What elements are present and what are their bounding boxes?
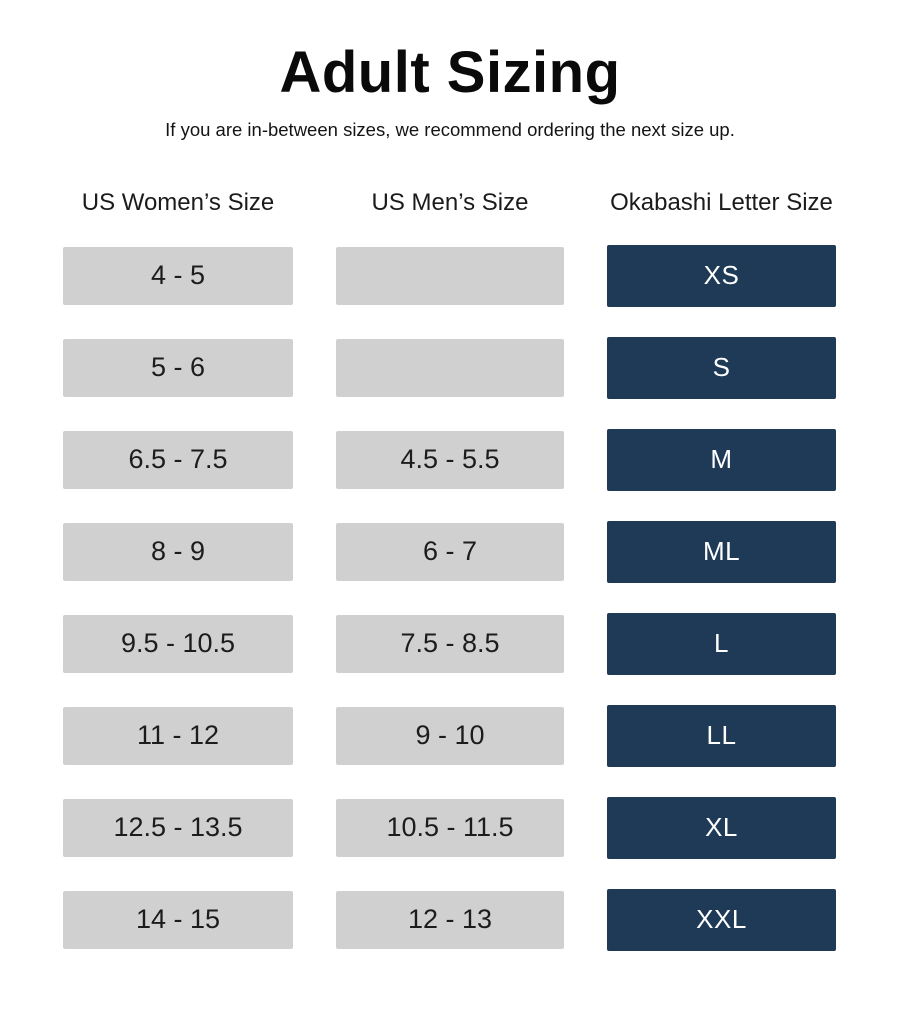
womens-size-cell: 5 - 6 xyxy=(63,338,293,397)
letter-size-cell: LL xyxy=(607,704,836,767)
table-row: 11 - 12 9 - 10 LL xyxy=(0,704,900,767)
mens-size-cell: 6 - 7 xyxy=(336,522,564,581)
column-header-letter-size: Okabashi Letter Size xyxy=(610,188,833,216)
letter-size-cell: XS xyxy=(607,244,836,307)
mens-size-cell: 9 - 10 xyxy=(336,706,564,765)
womens-size-cell: 11 - 12 xyxy=(63,706,293,765)
table-row: 5 - 6 S xyxy=(0,336,900,399)
table-row: 4 - 5 XS xyxy=(0,244,900,307)
letter-size-cell: XXL xyxy=(607,888,836,951)
table-row: 12.5 - 13.5 10.5 - 11.5 XL xyxy=(0,796,900,859)
letter-size-cell: XL xyxy=(607,796,836,859)
mens-size-cell: 7.5 - 8.5 xyxy=(336,614,564,673)
page-title: Adult Sizing xyxy=(279,40,621,105)
table-row: 14 - 15 12 - 13 XXL xyxy=(0,888,900,951)
womens-size-cell: 4 - 5 xyxy=(63,246,293,305)
table-row: 9.5 - 10.5 7.5 - 8.5 L xyxy=(0,612,900,675)
womens-size-cell: 6.5 - 7.5 xyxy=(63,430,293,489)
mens-size-cell-empty xyxy=(336,338,564,397)
womens-size-cell: 12.5 - 13.5 xyxy=(63,798,293,857)
mens-size-cell: 12 - 13 xyxy=(336,890,564,949)
column-headers: US Women’s Size US Men’s Size Okabashi L… xyxy=(0,189,900,217)
column-header-mens-size: US Men’s Size xyxy=(371,188,529,216)
womens-size-cell: 9.5 - 10.5 xyxy=(63,614,293,673)
letter-size-cell: S xyxy=(607,336,836,399)
table-row: 6.5 - 7.5 4.5 - 5.5 M xyxy=(0,428,900,491)
table-row: 8 - 9 6 - 7 ML xyxy=(0,520,900,583)
page-subtitle: If you are in-between sizes, we recommen… xyxy=(165,118,735,140)
letter-size-cell: M xyxy=(607,428,836,491)
mens-size-cell: 4.5 - 5.5 xyxy=(336,430,564,489)
womens-size-cell: 14 - 15 xyxy=(63,890,293,949)
letter-size-cell: L xyxy=(607,612,836,675)
mens-size-cell-empty xyxy=(336,246,564,305)
womens-size-cell: 8 - 9 xyxy=(63,522,293,581)
letter-size-cell: ML xyxy=(607,520,836,583)
mens-size-cell: 10.5 - 11.5 xyxy=(336,798,564,857)
column-header-womens-size: US Women’s Size xyxy=(81,188,275,216)
